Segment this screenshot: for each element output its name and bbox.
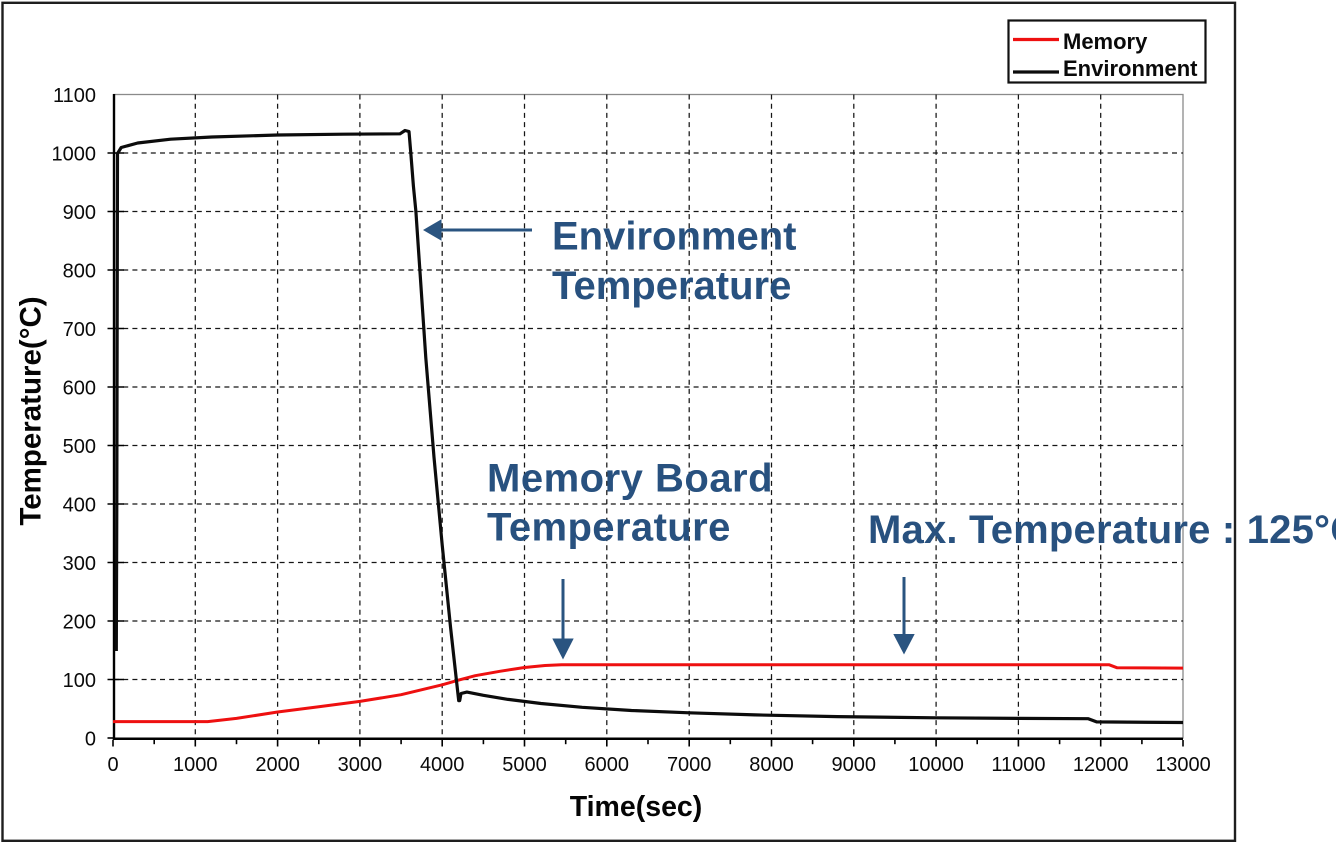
svg-text:700: 700: [63, 319, 96, 341]
svg-text:10000: 10000: [908, 754, 964, 776]
svg-text:1000: 1000: [52, 143, 97, 165]
svg-text:900: 900: [63, 202, 96, 224]
svg-text:4000: 4000: [420, 754, 465, 776]
svg-text:Temperature: Temperature: [487, 506, 731, 550]
svg-text:1100: 1100: [53, 85, 96, 107]
svg-text:3000: 3000: [338, 754, 383, 776]
svg-text:6000: 6000: [585, 754, 630, 776]
svg-text:0: 0: [85, 728, 96, 750]
svg-text:2000: 2000: [255, 754, 300, 776]
svg-text:1000: 1000: [173, 754, 218, 776]
svg-text:Temperature: Temperature: [552, 264, 791, 308]
svg-text:Time(sec): Time(sec): [570, 791, 703, 823]
svg-text:12000: 12000: [1073, 754, 1129, 776]
svg-text:11000: 11000: [991, 754, 1045, 776]
svg-text:Temperature(°C): Temperature(°C): [15, 296, 48, 525]
svg-text:Environment: Environment: [1063, 56, 1198, 81]
svg-text:8000: 8000: [749, 754, 794, 776]
svg-text:5000: 5000: [502, 754, 547, 776]
svg-text:500: 500: [63, 436, 96, 458]
svg-text:Memory: Memory: [1063, 29, 1148, 54]
svg-text:600: 600: [63, 377, 96, 399]
svg-text:7000: 7000: [667, 754, 712, 776]
svg-text:300: 300: [63, 553, 96, 575]
svg-text:200: 200: [63, 611, 96, 633]
svg-text:Environment: Environment: [552, 215, 796, 259]
svg-text:400: 400: [63, 494, 96, 516]
svg-text:Memory Board: Memory Board: [487, 457, 773, 501]
svg-text:800: 800: [63, 260, 96, 282]
svg-text:0: 0: [107, 754, 118, 776]
svg-text:9000: 9000: [832, 754, 877, 776]
svg-text:Max. Temperature : 125°C: Max. Temperature : 125°C: [868, 508, 1336, 552]
svg-text:100: 100: [63, 670, 96, 692]
svg-text:13000: 13000: [1155, 754, 1211, 776]
